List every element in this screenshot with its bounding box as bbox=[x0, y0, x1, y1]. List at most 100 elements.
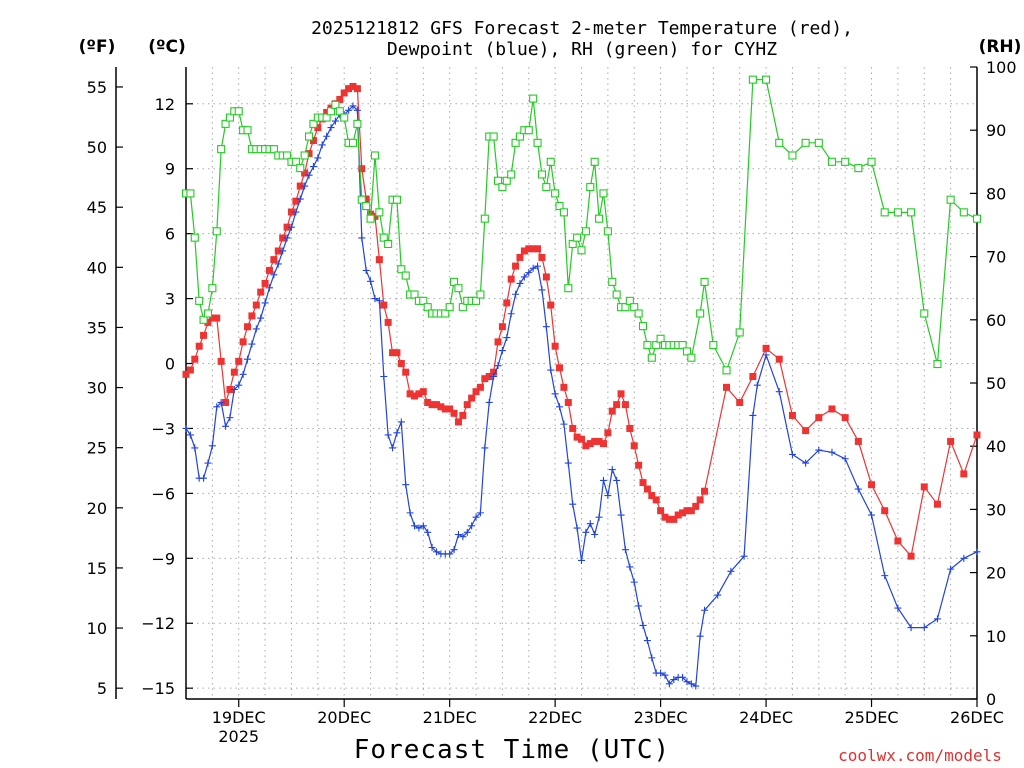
temperature-point bbox=[406, 390, 414, 398]
dewpoint-line bbox=[185, 105, 978, 687]
rh-point bbox=[559, 208, 568, 217]
chart-title-line2: Dewpoint (blue), RH (green) for CYHZ bbox=[387, 39, 777, 60]
rh-point bbox=[379, 233, 388, 242]
dewpoint-point bbox=[323, 132, 331, 140]
temperature-point bbox=[894, 537, 902, 545]
temperature-point bbox=[191, 355, 199, 363]
temperature-point bbox=[652, 496, 660, 504]
temperature-point bbox=[507, 275, 515, 283]
rh-point bbox=[515, 132, 525, 141]
dewpoint-point bbox=[503, 334, 511, 342]
temperature-point bbox=[635, 461, 643, 469]
rh-point bbox=[502, 176, 511, 185]
temperature-point bbox=[204, 318, 212, 326]
dewpoint-point bbox=[621, 546, 629, 554]
temperature-point bbox=[560, 383, 568, 391]
rh-point bbox=[564, 284, 573, 293]
rh-point bbox=[225, 113, 234, 122]
dewpoint-point bbox=[213, 403, 221, 411]
dewpoint-point bbox=[960, 554, 968, 562]
temperature-point bbox=[947, 437, 955, 445]
dewpoint-point bbox=[397, 418, 405, 426]
dewpoint-point bbox=[393, 429, 401, 437]
rh-point bbox=[621, 303, 630, 312]
temperature-point bbox=[336, 95, 344, 103]
temperature-point bbox=[683, 507, 691, 515]
celsius-tick-label: 0 bbox=[165, 355, 175, 374]
temperature-point bbox=[283, 223, 291, 231]
temperature-point bbox=[182, 370, 190, 378]
temperature-point bbox=[345, 85, 353, 93]
dewpoint-point bbox=[270, 271, 278, 279]
temperature-point bbox=[481, 375, 489, 383]
rh-point bbox=[348, 138, 358, 147]
dewpoint-point bbox=[947, 565, 955, 573]
rh-point bbox=[827, 157, 837, 166]
rh-point bbox=[625, 296, 634, 305]
dewpoint-point bbox=[753, 381, 761, 389]
rh-point bbox=[581, 227, 590, 236]
rh-tick-label: 40 bbox=[986, 437, 1006, 456]
celsius-tick-label: 12 bbox=[155, 95, 175, 114]
temperature-point bbox=[428, 401, 436, 409]
rh-point bbox=[397, 265, 406, 274]
temperature-point bbox=[802, 427, 810, 435]
temperature-point bbox=[248, 312, 256, 320]
x-tick-label: 23DEC bbox=[634, 708, 688, 727]
rh-point bbox=[652, 341, 661, 350]
dewpoint-point bbox=[749, 411, 757, 419]
temperature-point bbox=[371, 212, 379, 220]
dewpoint-point bbox=[841, 455, 849, 463]
dewpoint-point bbox=[411, 522, 419, 530]
fahrenheit-axis-unit: (ºF) bbox=[79, 37, 116, 57]
celsius-tick-label: 9 bbox=[165, 160, 175, 179]
temperature-point bbox=[257, 288, 265, 296]
rh-point bbox=[221, 119, 230, 128]
rh-point bbox=[366, 214, 375, 223]
temperature-point bbox=[542, 273, 550, 281]
rh-point bbox=[441, 309, 450, 318]
rh-point bbox=[573, 233, 582, 242]
temperature-point bbox=[907, 552, 915, 560]
rh-point bbox=[331, 100, 340, 109]
dewpoint-point bbox=[775, 388, 783, 396]
rh-tick-label: 50 bbox=[986, 374, 1006, 393]
temperature-point bbox=[432, 401, 440, 409]
temperature-point bbox=[296, 182, 304, 190]
rh-point bbox=[595, 214, 604, 223]
dewpoint-point bbox=[788, 450, 796, 458]
rh-point bbox=[498, 183, 507, 192]
temperature-point bbox=[657, 507, 665, 515]
dewpoint-point bbox=[380, 373, 388, 381]
dewpoint-point bbox=[375, 297, 383, 305]
rh-point bbox=[586, 183, 595, 192]
dewpoint-point bbox=[358, 234, 366, 242]
rh-tick-label: 100 bbox=[986, 58, 1017, 77]
temperature-point bbox=[815, 414, 823, 422]
dewpoint-point bbox=[683, 678, 691, 686]
temperature-point bbox=[687, 507, 695, 515]
temperature-point bbox=[393, 349, 401, 357]
dewpoint-point bbox=[599, 476, 607, 484]
dewpoint-point bbox=[274, 260, 282, 268]
dewpoint-point bbox=[933, 615, 941, 623]
dewpoint-point bbox=[419, 522, 427, 530]
rh-point bbox=[480, 214, 489, 223]
temperature-point bbox=[960, 470, 968, 478]
temperature-point bbox=[270, 256, 278, 264]
temperature-series bbox=[182, 82, 981, 560]
dewpoint-point bbox=[371, 295, 379, 303]
rh-point bbox=[217, 145, 226, 154]
temperature-point bbox=[973, 431, 981, 439]
temperature-point bbox=[608, 407, 616, 415]
rh-series bbox=[181, 75, 982, 375]
rh-point bbox=[542, 183, 551, 192]
temperature-point bbox=[353, 85, 361, 93]
temperature-point bbox=[309, 137, 317, 145]
rh-point bbox=[656, 334, 665, 343]
celsius-tick-label: −6 bbox=[151, 484, 175, 503]
rh-point bbox=[353, 119, 362, 128]
rh-point bbox=[590, 157, 599, 166]
temperature-point bbox=[301, 169, 309, 177]
dewpoint-point bbox=[309, 163, 317, 171]
